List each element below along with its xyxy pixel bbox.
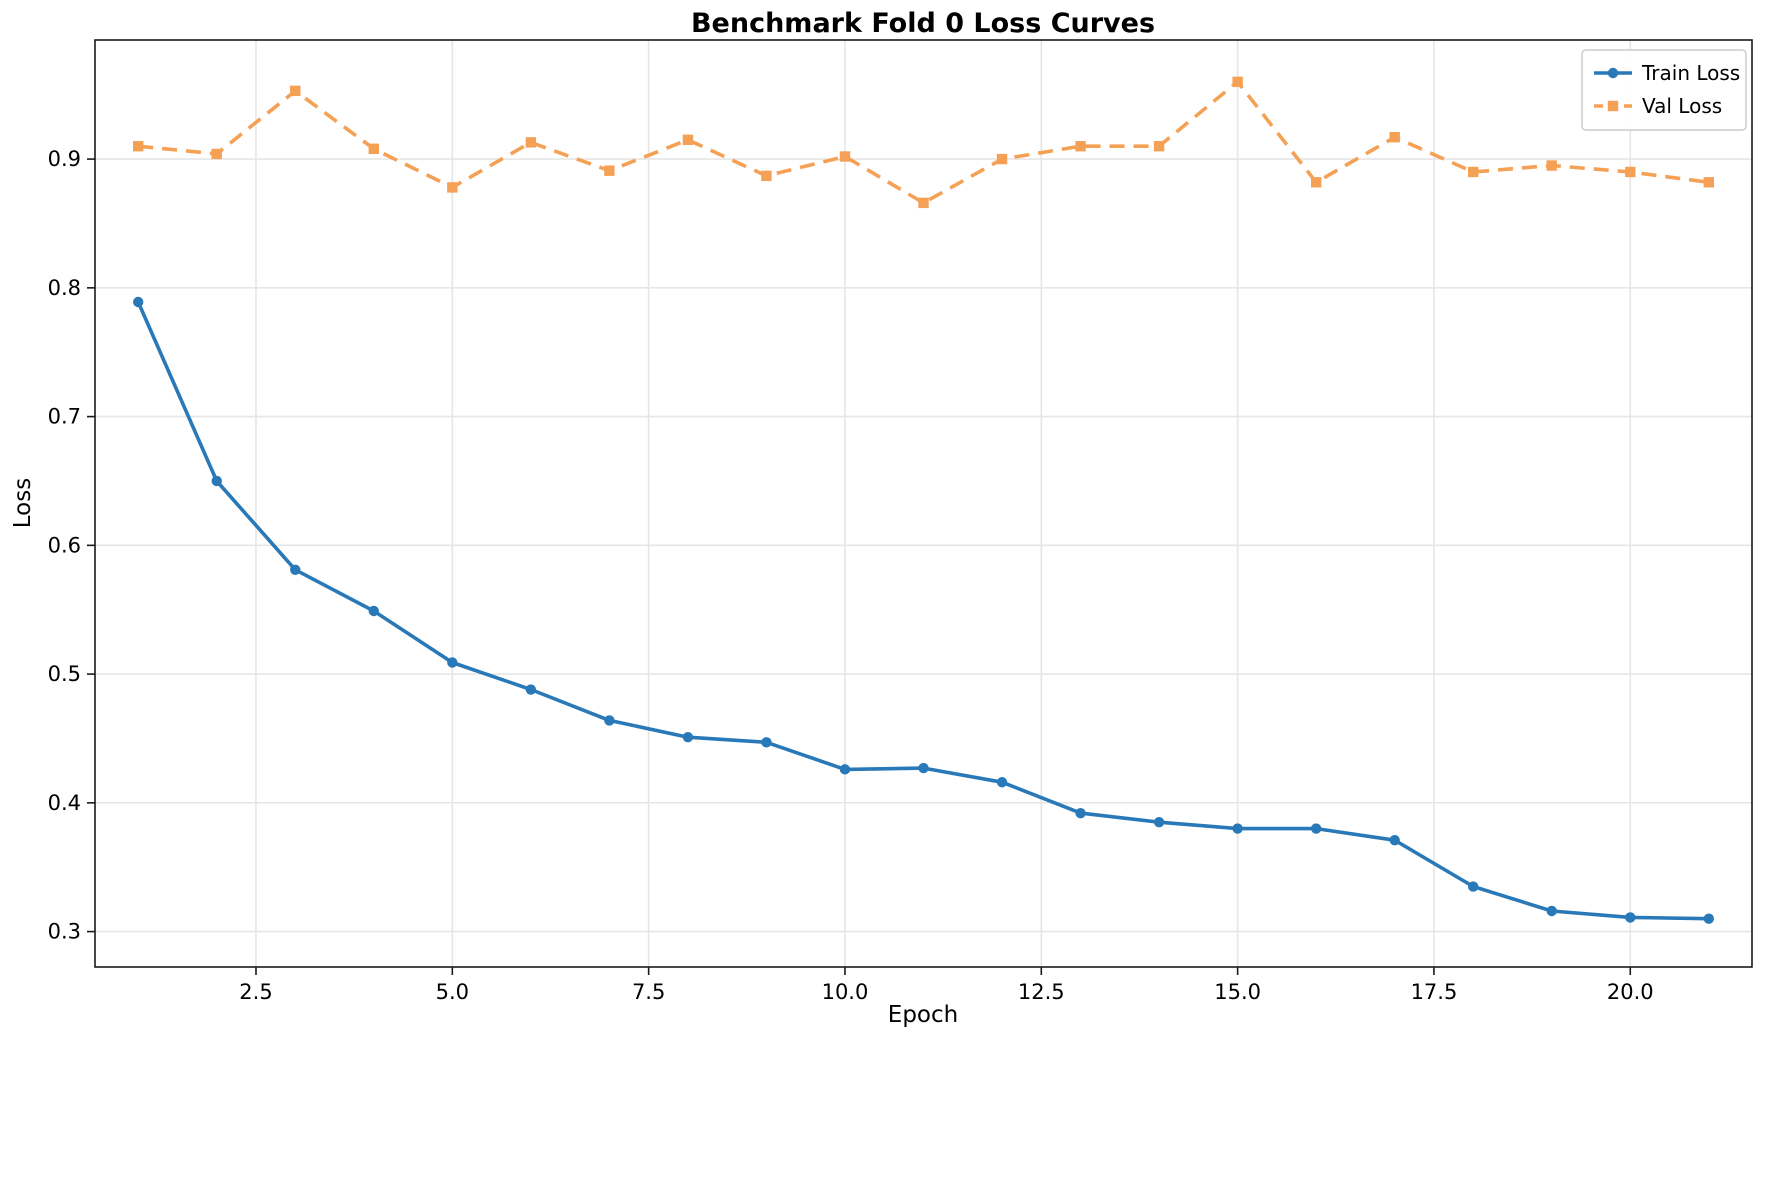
train-loss-marker xyxy=(1153,816,1165,828)
legend-val-loss-label: Val Loss xyxy=(1642,94,1722,118)
val-loss-line xyxy=(138,80,1710,205)
val-loss-marker xyxy=(1468,166,1479,178)
y-tick-label: 0.3 xyxy=(48,920,81,944)
plot-area: 2.5 5.0 7.5 10.0 12.5 15.0 17.5 20.0 0.3 0.4 0.5 0.… xyxy=(48,39,1753,1004)
val-loss-marker xyxy=(525,137,537,148)
val-loss-marker xyxy=(290,85,301,97)
x-tick-label: 20.0 xyxy=(1607,980,1654,1004)
val-loss-marker xyxy=(761,170,772,182)
val-loss-marker xyxy=(1153,141,1165,152)
legend-train-loss-label: Train Loss xyxy=(1641,61,1740,85)
val-loss-marker xyxy=(211,148,222,160)
train-loss-marker xyxy=(761,737,772,748)
train-loss-marker xyxy=(1625,912,1636,923)
train-loss-marker xyxy=(132,296,144,308)
val-loss-marker xyxy=(1310,177,1322,188)
x-tick-label: 5.0 xyxy=(436,980,469,1004)
train-loss-marker xyxy=(1703,913,1715,924)
y-tick-label: 0.9 xyxy=(48,147,81,171)
train-loss-marker xyxy=(839,764,851,775)
train-loss-marker xyxy=(368,605,379,617)
legend-train-loss-marker xyxy=(1607,67,1619,79)
train-loss-marker xyxy=(1232,823,1243,834)
train-loss-marker xyxy=(290,564,301,576)
plot-border xyxy=(94,39,1753,968)
y-tick-label: 0.6 xyxy=(48,533,81,557)
train-loss-marker xyxy=(447,657,458,668)
val-loss-marker xyxy=(839,151,851,162)
legend-box xyxy=(1581,49,1747,131)
val-loss-marker xyxy=(1075,141,1086,152)
val-loss-marker xyxy=(1625,166,1636,178)
y-tick-label: 0.5 xyxy=(48,662,81,686)
train-loss-marker xyxy=(1468,881,1479,892)
y-tick-label: 0.7 xyxy=(48,405,81,429)
val-loss-marker xyxy=(447,182,458,193)
val-loss-marker xyxy=(1703,177,1715,188)
train-loss-marker xyxy=(996,777,1008,788)
train-loss-marker xyxy=(1310,823,1322,834)
val-loss-marker xyxy=(1546,160,1557,171)
legend-val-loss-marker xyxy=(1607,100,1619,112)
x-axis-label: Epoch xyxy=(888,1002,958,1028)
train-loss-marker xyxy=(1075,807,1086,819)
val-loss-marker xyxy=(368,143,379,154)
train-loss-marker xyxy=(682,731,694,743)
val-loss-marker xyxy=(682,134,694,145)
val-loss-marker xyxy=(1232,76,1243,88)
chart-title: Benchmark Fold 0 Loss Curves xyxy=(691,8,1155,39)
x-tick-label: 12.5 xyxy=(1018,980,1065,1004)
train-loss-marker xyxy=(1389,834,1400,846)
y-axis-label: Loss xyxy=(10,478,36,528)
x-tick-label: 10.0 xyxy=(822,980,869,1004)
train-loss-marker xyxy=(211,475,222,487)
y-tick-label: 0.4 xyxy=(48,791,81,815)
val-loss-marker xyxy=(996,153,1008,165)
y-tick-label: 0.8 xyxy=(48,276,81,300)
train-loss-marker xyxy=(918,762,929,774)
x-tick-label: 15.0 xyxy=(1214,980,1261,1004)
train-loss-marker xyxy=(1546,905,1557,917)
val-loss-marker xyxy=(132,141,144,152)
x-tick-label: 2.5 xyxy=(239,980,272,1004)
x-tick-label: 7.5 xyxy=(632,980,665,1004)
val-loss-marker xyxy=(918,197,929,209)
val-loss-marker xyxy=(1389,132,1400,143)
val-loss-marker xyxy=(604,165,615,176)
train-loss-marker xyxy=(525,684,537,695)
train-loss-marker xyxy=(604,715,615,726)
x-tick-label: 17.5 xyxy=(1411,980,1458,1004)
